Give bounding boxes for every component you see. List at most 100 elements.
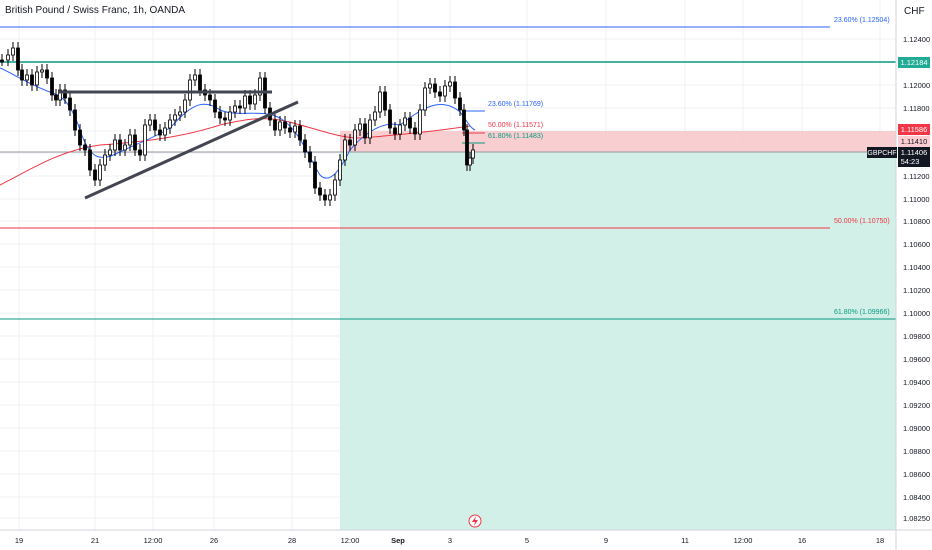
candle-body — [208, 94, 212, 101]
candle-body — [54, 94, 58, 101]
candle-body — [383, 91, 387, 111]
candle-body — [88, 149, 92, 171]
candle-body — [158, 129, 162, 136]
candle-body — [248, 95, 252, 105]
slow-moving-average[interactable] — [0, 118, 471, 186]
time-label: 28 — [288, 536, 296, 545]
candle-body — [11, 47, 15, 56]
candle-body — [123, 144, 127, 151]
candle-body — [253, 94, 257, 105]
badge-stop-label: 1.11586 — [901, 125, 928, 134]
fib-label-50: 50.00% (1.10750) — [834, 218, 890, 225]
candle-body — [428, 83, 432, 89]
pattern-trendline[interactable] — [84, 100, 299, 200]
price-tick-label: 1.08400 — [903, 493, 930, 502]
badge-stop: 1.11586 — [898, 124, 930, 135]
small-fib-label-50: 50.00% (1.11571) — [488, 122, 543, 129]
candle-body — [403, 117, 407, 126]
candle-body — [16, 47, 20, 71]
candle-body — [328, 194, 332, 201]
symbol-title[interactable]: British Pound / Swiss Franc, 1h, OANDA — [5, 5, 186, 16]
candle-body — [448, 81, 452, 87]
price-axis[interactable]: 1.124001.122001.120001.118001.116001.114… — [903, 35, 930, 523]
candle-body — [433, 83, 437, 93]
currency-label: CHF — [904, 6, 925, 17]
candle-body — [398, 124, 402, 135]
candle-body — [58, 89, 62, 101]
candle-body — [318, 187, 322, 196]
candle-body — [258, 77, 262, 96]
price-tick-label: 1.11200 — [903, 172, 930, 181]
time-axis[interactable]: 19 21 12:00 26 28 12:00 Sep 3 5 9 11 12:… — [15, 536, 884, 545]
price-tick-label: 1.11000 — [903, 195, 930, 204]
candle-body — [83, 144, 87, 151]
take-profit-zone[interactable] — [340, 152, 896, 530]
candle-body — [238, 105, 242, 109]
symbol-tag: GBPCHF — [867, 147, 897, 158]
badge-last-price: 1.11406 54:23 — [898, 147, 930, 167]
candle-body — [20, 69, 24, 81]
candle-body — [113, 139, 117, 151]
candle-body — [368, 119, 372, 139]
lightning-icon[interactable] — [468, 514, 482, 528]
price-tick-label: 1.09400 — [903, 378, 930, 387]
price-tick-label: 1.08250 — [903, 514, 930, 523]
candle-body — [358, 123, 362, 131]
candle-body — [243, 95, 247, 109]
price-tick-label: 1.08800 — [903, 447, 930, 456]
candle-body — [35, 71, 39, 86]
candle-body — [103, 154, 107, 166]
candle-body — [313, 161, 317, 189]
candle-body — [273, 119, 277, 131]
candle-body — [108, 149, 112, 156]
candle-body — [228, 111, 232, 121]
badge-last-price-label: 1.11406 — [901, 148, 928, 157]
candle-body — [6, 54, 10, 61]
time-label: 19 — [15, 536, 23, 545]
candle-body — [133, 134, 137, 151]
candle-body — [143, 124, 147, 156]
candle-body — [233, 105, 237, 113]
time-label: 5 — [525, 536, 529, 545]
candle-body — [408, 117, 412, 129]
candle-body — [45, 69, 49, 79]
candle-body — [68, 97, 72, 111]
candle-body — [128, 134, 132, 146]
candle-body — [153, 119, 157, 131]
time-label: 3 — [448, 536, 452, 545]
fib-label-61-8: 61.80% (1.09966) — [834, 309, 890, 316]
candle-body — [198, 74, 202, 91]
fib-label-23-6: 23.60% (1.12504) — [834, 17, 890, 24]
candle-body — [298, 125, 302, 141]
time-label: 12:00 — [341, 536, 360, 545]
candle-body — [30, 74, 34, 86]
price-tick-label: 1.09200 — [903, 401, 930, 410]
candle-body — [78, 129, 82, 146]
candle-body — [183, 99, 187, 113]
symbol-tag-label: GBPCHF — [867, 150, 896, 157]
candle-body — [0, 59, 4, 63]
price-tick-label: 1.10800 — [903, 217, 930, 226]
price-tick-label: 1.09600 — [903, 355, 930, 364]
time-label: 26 — [210, 536, 218, 545]
candle-body — [363, 123, 367, 139]
badge-resistance: 1.12184 — [898, 57, 930, 68]
candle-body — [25, 74, 29, 81]
candle-body — [393, 127, 397, 135]
price-tick-label: 1.10400 — [903, 263, 930, 272]
candle-body — [278, 121, 282, 131]
candle-body — [293, 125, 297, 133]
candle-body — [168, 119, 172, 129]
candle-body — [223, 117, 227, 121]
candlestick-series[interactable] — [0, 42, 475, 206]
price-tick-label: 1.08600 — [903, 470, 930, 479]
candle-body — [288, 127, 292, 133]
stop-loss-zone[interactable] — [340, 131, 896, 152]
small-fib-label-61-8: 61.80% (1.11483) — [488, 133, 543, 140]
candle-body — [453, 81, 457, 99]
candle-body — [353, 129, 357, 146]
badge-resistance-label: 1.12184 — [900, 58, 927, 67]
candle-body — [178, 111, 182, 116]
time-label: 21 — [91, 536, 99, 545]
